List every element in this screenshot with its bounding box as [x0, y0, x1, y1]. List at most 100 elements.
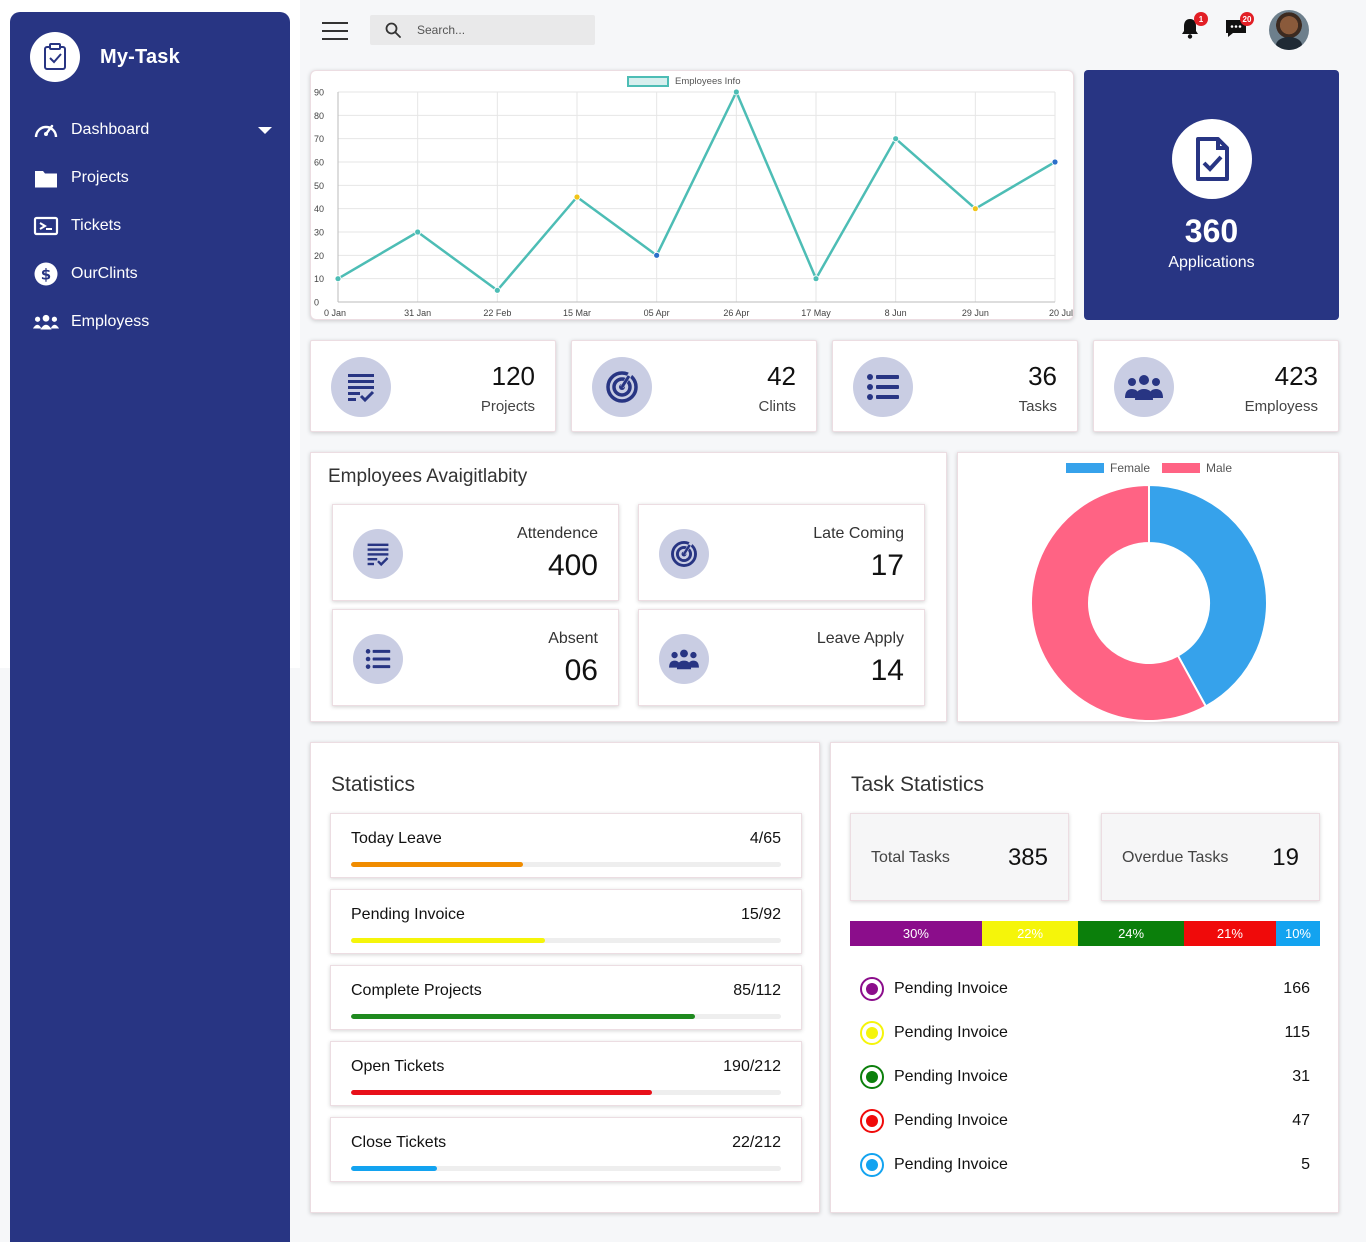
brand[interactable]: My-Task — [30, 32, 180, 82]
x-tick-label: 05 Apr — [644, 308, 670, 318]
stat-card-projects[interactable]: 120 Projects — [310, 340, 556, 432]
progress-fill — [351, 1090, 652, 1095]
y-tick-label: 90 — [314, 88, 324, 98]
y-tick-label: 80 — [314, 111, 324, 121]
donut-slice-female[interactable] — [1148, 483, 1268, 708]
legend-label: Male — [1206, 461, 1232, 475]
checklist-icon — [331, 357, 391, 417]
availability-label: Attendence — [517, 525, 598, 542]
sidebar-item-dashboard[interactable]: Dashboard — [32, 106, 272, 154]
legend-swatch[interactable] — [1162, 463, 1200, 473]
y-tick-label: 60 — [314, 158, 324, 168]
list-icon — [353, 634, 403, 684]
statistic-row[interactable]: Today Leave 4/65 — [330, 813, 802, 878]
task-legend-item[interactable]: Pending Invoice 31 — [860, 1064, 1310, 1090]
progress-fill — [351, 862, 523, 867]
data-point[interactable] — [493, 286, 501, 294]
chat-icon — [1226, 20, 1246, 37]
data-point[interactable] — [653, 251, 661, 259]
stat-card-employess[interactable]: 423 Employess — [1093, 340, 1339, 432]
availability-value: 17 — [870, 549, 904, 582]
stat-card-tasks[interactable]: 36 Tasks — [832, 340, 1078, 432]
data-point[interactable] — [414, 228, 422, 236]
statistic-row[interactable]: Pending Invoice 15/92 — [330, 889, 802, 954]
sidebar-item-employess[interactable]: Employess — [32, 298, 272, 346]
availability-item-leave-apply[interactable]: Leave Apply 14 — [638, 609, 925, 706]
data-point[interactable] — [892, 135, 900, 143]
percent-segment: 24% — [1078, 921, 1184, 946]
employees-info-chart-card: Employees Info 0 10 20 30 40 50 60 70 80 90 0 Jan 31… — [310, 70, 1074, 320]
data-point[interactable] — [732, 88, 740, 96]
data-point[interactable] — [812, 275, 820, 283]
legend-label: Female — [1110, 461, 1150, 475]
radio-dot-icon — [860, 1065, 884, 1089]
radio-dot-icon — [860, 1021, 884, 1045]
task-legend-item[interactable]: Pending Invoice 5 — [860, 1152, 1310, 1178]
data-point[interactable] — [573, 193, 581, 201]
progress-track — [351, 1014, 781, 1019]
section-title: Task Statistics — [851, 773, 985, 796]
group-icon — [659, 634, 709, 684]
radio-dot-icon — [860, 977, 884, 1001]
chevron-down-icon[interactable] — [258, 126, 272, 134]
data-point[interactable] — [1051, 158, 1059, 166]
applications-card[interactable]: 360 Applications — [1084, 70, 1339, 320]
legend-value: 47 — [1292, 1112, 1310, 1129]
radar-icon — [592, 357, 652, 417]
progress-fill — [351, 1166, 437, 1171]
data-point[interactable] — [334, 275, 342, 283]
availability-item-absent[interactable]: Absent 06 — [332, 609, 619, 706]
stat-card-clints[interactable]: 42 Clints — [571, 340, 817, 432]
sidebar: My-Task Dashboard Projects Tickets $ — [10, 12, 290, 1242]
availability-item-attendence[interactable]: Attendence 400 — [332, 504, 619, 601]
search-input[interactable] — [417, 23, 587, 37]
statistic-value: 4/65 — [749, 830, 781, 847]
messages-button[interactable]: 20 — [1224, 12, 1254, 40]
data-point[interactable] — [971, 205, 979, 213]
dollar-icon: $ — [32, 260, 60, 288]
overdue-tasks-label: Overdue Tasks — [1122, 849, 1229, 866]
users-icon — [32, 308, 60, 336]
donut-slice-male[interactable] — [1030, 483, 1208, 722]
availability-item-late-coming[interactable]: Late Coming 17 — [638, 504, 925, 601]
sidebar-item-tickets[interactable]: Tickets — [32, 202, 272, 250]
avatar[interactable] — [1269, 10, 1309, 50]
legend-swatch[interactable] — [1066, 463, 1104, 473]
sidebar-item-ourclints[interactable]: $ OurClints — [32, 250, 272, 298]
legend-label: Pending Invoice — [894, 1024, 1008, 1041]
statistic-row[interactable]: Open Tickets 190/212 — [330, 1041, 802, 1106]
x-tick-label: 31 Jan — [404, 308, 431, 318]
statistics-card: Statistics Today Leave 4/65 Pending Invoic… — [310, 742, 820, 1213]
search-box[interactable] — [370, 15, 595, 45]
sidebar-nav: Dashboard Projects Tickets $ OurClints — [32, 106, 272, 346]
task-percent-bar: 30% 22% 24% 21% 10% — [850, 921, 1320, 946]
statistic-value: 22/212 — [732, 1134, 781, 1151]
statistic-row[interactable]: Complete Projects 85/112 — [330, 965, 802, 1030]
notifications-button[interactable]: 1 — [1178, 12, 1208, 40]
stat-value: 120 — [491, 361, 535, 391]
task-legend-item[interactable]: Pending Invoice 47 — [860, 1108, 1310, 1134]
total-tasks-box[interactable]: Total Tasks 385 — [850, 813, 1069, 901]
x-tick-label: 8 Jun — [885, 308, 907, 318]
legend-swatch[interactable] — [627, 76, 669, 87]
task-legend-item[interactable]: Pending Invoice 115 — [860, 1020, 1310, 1046]
menu-toggle-icon[interactable] — [322, 22, 348, 40]
availability-value: 06 — [564, 654, 598, 687]
total-tasks-label: Total Tasks — [871, 849, 950, 866]
ticket-icon — [32, 212, 60, 240]
overdue-tasks-box[interactable]: Overdue Tasks 19 — [1101, 813, 1320, 901]
statistic-row[interactable]: Close Tickets 22/212 — [330, 1117, 802, 1182]
radio-dot-icon — [860, 1153, 884, 1177]
task-legend-item[interactable]: Pending Invoice 166 — [860, 976, 1310, 1002]
legend-value: 115 — [1284, 1024, 1310, 1041]
percent-segment: 21% — [1183, 921, 1277, 946]
progress-track — [351, 938, 781, 943]
statistic-label: Close Tickets — [351, 1134, 447, 1151]
messages-badge: 20 — [1240, 12, 1254, 26]
stat-value: 42 — [767, 361, 796, 391]
x-tick-label: 20 Jul — [1049, 308, 1073, 318]
sidebar-item-projects[interactable]: Projects — [32, 154, 272, 202]
clipboard-check-icon — [30, 32, 80, 82]
checklist-icon — [353, 529, 403, 579]
availability-label: Absent — [548, 630, 598, 647]
